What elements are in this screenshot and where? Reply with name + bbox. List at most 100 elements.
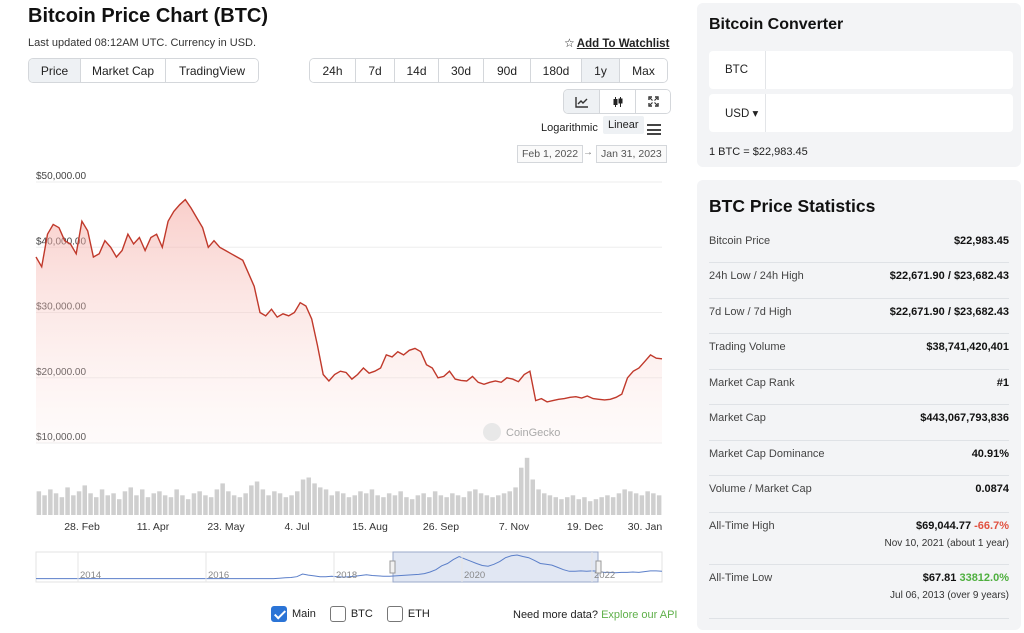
- volume-bar: [593, 499, 599, 515]
- volume-bar: [628, 491, 633, 515]
- stat-value: #1: [996, 377, 1009, 389]
- navigator-handle-right: [595, 560, 602, 574]
- volume-bars: [36, 457, 662, 515]
- volume-bar: [398, 491, 403, 515]
- volume-bar: [622, 489, 627, 515]
- volume-bar: [656, 495, 662, 515]
- stat-value: $22,671.90 / $23,682.43: [889, 306, 1009, 318]
- volume-bar: [341, 493, 346, 515]
- checkbox-main[interactable]: Main: [271, 606, 316, 622]
- volume-bar: [599, 497, 604, 515]
- price-chart[interactable]: $50,000.00$40,000.00$30,000.00$20,000.00…: [0, 170, 680, 590]
- date-to-input[interactable]: Jan 31, 2023: [596, 145, 667, 163]
- price-line: [35, 198, 663, 403]
- x-tick-label: 19. Dec: [567, 521, 603, 533]
- checkbox-eth[interactable]: ETH: [386, 606, 430, 622]
- checkbox-btc-box[interactable]: [329, 606, 346, 622]
- volume-bar: [157, 491, 162, 515]
- range-24h[interactable]: 24h: [310, 59, 356, 82]
- volume-bar: [214, 489, 220, 515]
- usd-input-row[interactable]: USD ▾: [709, 94, 1013, 132]
- volume-bar: [266, 495, 271, 515]
- volume-bar: [42, 495, 47, 515]
- coingecko-watermark: CoinGecko: [483, 423, 560, 441]
- volume-bar: [542, 493, 547, 515]
- tab-market-cap[interactable]: Market Cap: [81, 59, 166, 82]
- volume-bar: [346, 497, 352, 515]
- volume-bar: [254, 481, 260, 515]
- x-tick-label: 4. Jul: [284, 521, 309, 533]
- stats-panel: BTC Price Statistics Bitcoin Price $22,98…: [697, 180, 1021, 630]
- volume-bar: [117, 499, 122, 515]
- range-max[interactable]: Max: [620, 59, 667, 82]
- range-7d[interactable]: 7d: [356, 59, 395, 82]
- candlestick-icon[interactable]: [600, 90, 636, 113]
- volume-bar: [639, 495, 645, 515]
- checkbox-main-box[interactable]: [271, 606, 287, 622]
- stat-label: All-Time Low: [709, 572, 773, 584]
- volume-bar: [438, 495, 444, 515]
- range-30d[interactable]: 30d: [439, 59, 484, 82]
- volume-bar: [289, 495, 294, 515]
- volume-bar: [478, 493, 484, 515]
- volume-bar: [237, 497, 243, 515]
- expand-icon[interactable]: [636, 90, 670, 113]
- stat-row: 7d Low / 7d High $22,671.90 / $23,682.43: [709, 299, 1009, 334]
- range-180d[interactable]: 180d: [531, 59, 582, 82]
- volume-bar: [277, 493, 283, 515]
- usd-currency-select[interactable]: USD ▾: [709, 94, 766, 132]
- stat-label: Bitcoin Price: [709, 235, 771, 247]
- volume-bar: [105, 495, 110, 515]
- stat-label: Trading Volume: [709, 341, 786, 353]
- volume-bar: [421, 493, 426, 515]
- volume-bar: [501, 493, 507, 515]
- x-tick-label: 15. Aug: [352, 521, 388, 533]
- volume-bar: [415, 495, 421, 515]
- checkbox-eth-box[interactable]: [386, 606, 403, 622]
- volume-bar: [88, 493, 93, 515]
- add-to-watchlist-link[interactable]: ☆ Add To Watchlist: [564, 36, 669, 50]
- checkbox-btc[interactable]: BTC: [329, 606, 373, 622]
- stat-label: All-Time High: [709, 520, 775, 532]
- range-90d[interactable]: 90d: [484, 59, 531, 82]
- volume-bar: [576, 499, 581, 515]
- tab-tradingview[interactable]: TradingView: [166, 59, 258, 82]
- scale-log-option[interactable]: Logarithmic: [541, 122, 598, 134]
- volume-bar: [369, 489, 375, 515]
- stat-value: $443,067,793,836: [920, 412, 1009, 424]
- volume-bar: [82, 485, 87, 515]
- volume-bar: [180, 495, 185, 515]
- date-from-input[interactable]: Feb 1, 2022: [517, 145, 584, 163]
- line-chart-icon[interactable]: [564, 90, 600, 113]
- volume-bar: [65, 487, 70, 515]
- volume-bar: [358, 491, 363, 515]
- volume-bar: [450, 493, 455, 515]
- scale-linear-option[interactable]: Linear: [603, 116, 644, 134]
- volume-bar: [185, 499, 191, 515]
- atl-value: $67.81: [922, 572, 957, 584]
- more-data-label: Need more data?: [513, 609, 598, 621]
- range-14d[interactable]: 14d: [395, 59, 439, 82]
- explore-api-link[interactable]: Explore our API: [601, 609, 678, 621]
- date-arrow: →: [583, 147, 593, 158]
- navigator-label: 2014: [80, 570, 101, 581]
- tab-price[interactable]: Price: [29, 59, 81, 82]
- volume-bar: [168, 497, 174, 515]
- volume-bar: [519, 467, 524, 515]
- hamburger-menu-icon[interactable]: [647, 124, 661, 135]
- ath-date: Nov 10, 2021 (about 1 year): [884, 538, 1009, 549]
- x-tick-label: 11. Apr: [137, 521, 170, 533]
- x-tick-label: 30. Jan: [628, 521, 663, 533]
- stat-row-atl: All-Time Low $67.81 33812.0% Jul 06, 201…: [709, 567, 1009, 619]
- btc-input-row[interactable]: BTC: [709, 51, 1013, 89]
- navigator-handle-left: [389, 560, 396, 574]
- volume-bar: [582, 497, 587, 515]
- stat-label: Volume / Market Cap: [709, 483, 812, 495]
- price-area: [36, 199, 662, 443]
- volume-bar: [496, 495, 501, 515]
- ath-value: $69,044.77: [916, 520, 972, 532]
- x-tick-label: 7. Nov: [499, 521, 530, 533]
- range-1y[interactable]: 1y: [582, 59, 620, 82]
- volume-bar: [616, 493, 622, 515]
- x-tick-label: 28. Feb: [64, 521, 100, 533]
